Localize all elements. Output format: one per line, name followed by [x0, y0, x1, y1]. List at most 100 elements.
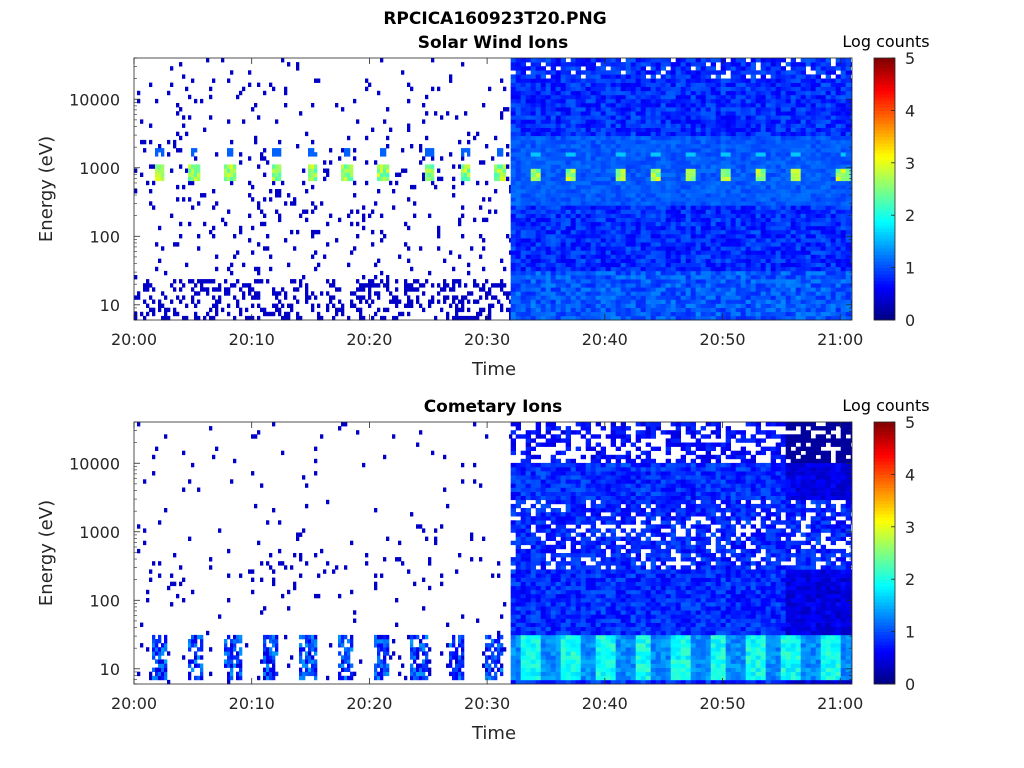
spectrogram-cell [660, 160, 666, 165]
spectrogram-cell [815, 225, 821, 231]
spectrogram-cell [595, 86, 601, 92]
spectrogram-cell [795, 86, 801, 92]
spectrogram-cell [780, 303, 786, 308]
spectrogram-cell [620, 303, 626, 308]
spectrogram-cell [815, 291, 821, 296]
spectrogram-cell [540, 270, 546, 276]
spectrogram-cell [785, 164, 791, 169]
spectrogram-cell [580, 205, 586, 210]
spectrogram-cell [700, 82, 706, 87]
spectrogram-cell [725, 238, 731, 243]
spectrogram-cell [188, 94, 192, 100]
spectrogram-cell [555, 311, 561, 317]
spectrogram-cell [680, 311, 686, 317]
spectrogram-cell [185, 131, 189, 137]
spectrogram-cell [660, 168, 666, 173]
spectrogram-cell [815, 217, 821, 223]
spectrogram-cell [695, 189, 701, 194]
spectrogram-cell [680, 168, 686, 173]
spectrogram-cell [239, 287, 243, 292]
spectrogram-cell [625, 197, 631, 202]
spectrogram-cell [695, 238, 701, 243]
spectrogram-cell [760, 66, 766, 71]
spectrogram-cell [185, 303, 189, 308]
spectrogram-cell [820, 307, 826, 313]
spectrogram-cell [275, 303, 279, 308]
spectrogram-cell [680, 180, 686, 186]
spectrogram-cell [510, 295, 516, 300]
spectrogram-cell [565, 168, 571, 173]
spectrogram-cell [780, 315, 786, 321]
spectrogram-cell [242, 262, 246, 268]
spectrogram-cell [595, 217, 601, 223]
spectrogram-cell [585, 98, 591, 104]
spectrogram-cell [685, 180, 691, 186]
spectrogram-cell [520, 82, 526, 87]
spectrogram-cell [725, 283, 731, 288]
spectrogram-cell [800, 111, 806, 116]
spectrogram-cell [595, 238, 601, 243]
spectrogram-cell [590, 131, 596, 137]
spectrogram-cell [545, 160, 551, 165]
spectrogram-cell [476, 311, 480, 317]
spectrogram-cell [720, 135, 726, 141]
spectrogram-cell [645, 131, 651, 137]
spectrogram-cell [685, 78, 691, 83]
spectrogram-cell [630, 107, 636, 112]
spectrogram-cell [404, 283, 408, 288]
spectrogram-cell [720, 139, 726, 145]
spectrogram-cell [670, 287, 676, 292]
spectrogram-cell [685, 172, 691, 177]
spectrogram-cell [188, 168, 192, 173]
spectrogram-cell [740, 66, 746, 71]
spectrogram-cell [650, 213, 656, 218]
spectrogram-cell [725, 213, 731, 218]
spectrogram-cell [535, 201, 541, 206]
spectrogram-cell [780, 164, 786, 169]
spectrogram-cell [570, 246, 576, 251]
spectrogram-cell [815, 205, 821, 210]
spectrogram-cell [173, 279, 177, 284]
spectrogram-cell [407, 225, 411, 231]
spectrogram-cell [431, 152, 435, 157]
spectrogram-cell [740, 275, 746, 280]
spectrogram-cell [635, 152, 641, 157]
spectrogram-cell [585, 258, 591, 263]
spectrogram-cell [440, 287, 444, 292]
spectrogram-cell [655, 119, 661, 124]
spectrogram-cell [600, 70, 606, 75]
spectrogram-cell [473, 299, 477, 304]
spectrogram-cell [690, 123, 696, 128]
spectrogram-cell [635, 250, 641, 255]
spectrogram-cell [735, 254, 741, 259]
spectrogram-cell [500, 172, 504, 177]
spectrogram-cell [284, 238, 288, 243]
spectrogram-cell [740, 160, 746, 165]
spectrogram-cell [595, 94, 601, 100]
spectrogram-cells [134, 58, 852, 321]
spectrogram-cell [458, 254, 462, 259]
spectrogram-cell [590, 168, 596, 173]
spectrogram-cell [314, 205, 318, 210]
spectrogram-cell [610, 123, 616, 128]
spectrogram-cell [580, 160, 586, 165]
spectrogram-cell [685, 229, 691, 235]
spectrogram-cell [765, 131, 771, 137]
spectrogram-cell [650, 205, 656, 210]
spectrogram-cell [275, 307, 279, 313]
spectrogram-cell [765, 135, 771, 141]
spectrogram-cell [740, 238, 746, 243]
spectrogram-cell [625, 70, 631, 75]
spectrogram-cell [715, 258, 721, 263]
spectrogram-cell [595, 148, 601, 153]
spectrogram-cell [695, 242, 701, 247]
spectrogram-cell [167, 139, 171, 145]
spectrogram-cell [800, 205, 806, 210]
spectrogram-cell [152, 307, 156, 313]
spectrogram-cell [800, 139, 806, 145]
spectrogram-cell [555, 307, 561, 313]
spectrogram-cell [755, 262, 761, 268]
spectrogram-cell [825, 303, 831, 308]
spectrogram-cell [745, 193, 751, 198]
spectrogram-cell [750, 270, 756, 276]
